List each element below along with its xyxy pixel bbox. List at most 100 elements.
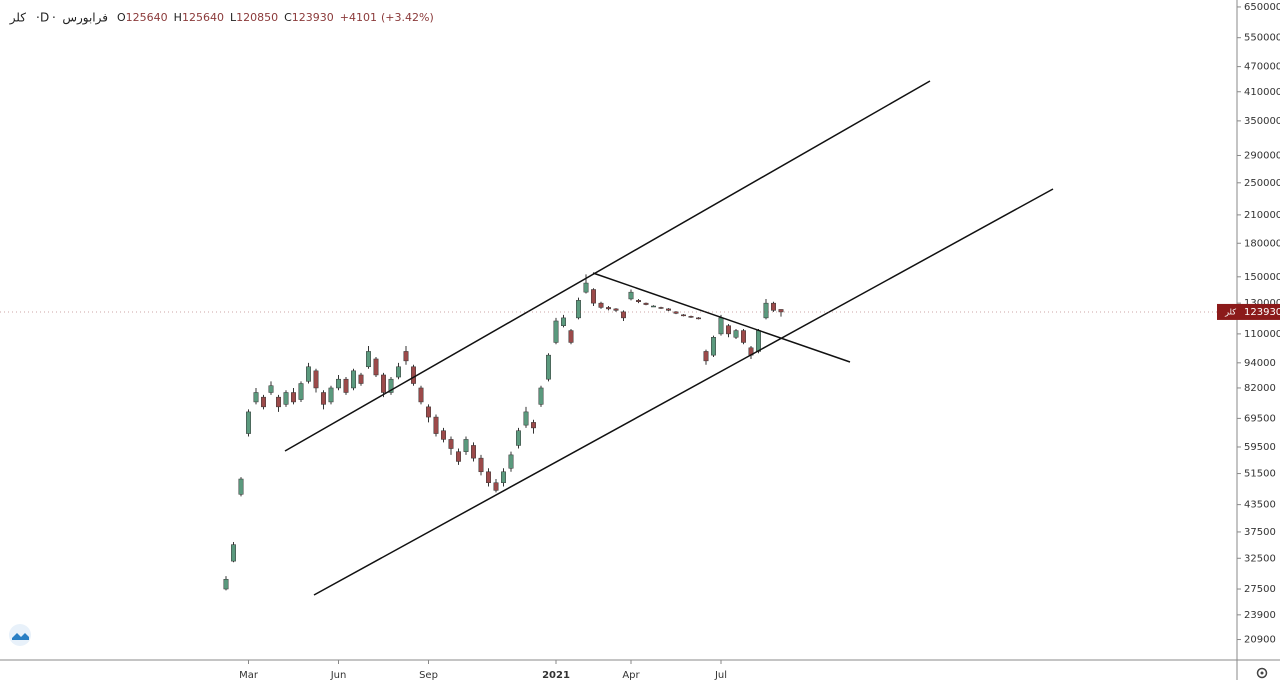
candle-body [388, 378, 394, 393]
candle-body [568, 330, 574, 343]
settings-button[interactable] [1256, 667, 1268, 679]
ohlc-value: 123930 [292, 11, 334, 24]
exchange: فرابورس [62, 11, 108, 26]
ohlc-value: 120850 [236, 11, 278, 24]
candle-body [478, 457, 484, 473]
x-tick-label: Sep [419, 670, 438, 680]
candle-body [561, 317, 566, 326]
ohlc-value: 125640 [126, 11, 168, 24]
y-tick-label: 290000 [1244, 150, 1280, 161]
candle-body [343, 378, 349, 393]
plot [223, 274, 784, 591]
change-value: +4101 [340, 11, 377, 24]
candle-body [681, 314, 686, 317]
change-value: (+3.42%) [381, 11, 434, 24]
interval: D [40, 11, 49, 25]
downtrend-line [592, 272, 851, 363]
candle-body [253, 392, 259, 403]
y-tick-label: 180000 [1244, 238, 1280, 249]
candle-body [456, 451, 461, 462]
candle-body [771, 302, 776, 311]
y-tick-label: 470000 [1244, 62, 1280, 73]
y-tick-label: 23900 [1244, 610, 1276, 621]
candle-body [763, 302, 769, 319]
candle-body [733, 330, 739, 338]
price-tag-box [1217, 303, 1280, 320]
candle-body [666, 308, 671, 311]
last-price-label: 123930 [1244, 307, 1280, 318]
ohlc-label: H [174, 11, 182, 24]
channel-lower [313, 188, 1054, 596]
candle-body [741, 330, 746, 343]
y-tick-label: 82000 [1244, 383, 1276, 394]
y-tick-label: 20900 [1244, 635, 1276, 646]
candle-body [441, 430, 446, 440]
candle-body [531, 422, 536, 429]
candle-body [621, 311, 626, 319]
candle-body [231, 544, 236, 562]
candle-body [366, 351, 371, 368]
y-tick-label: 27500 [1244, 584, 1276, 595]
candle-body [261, 396, 266, 408]
y-tick-label: 210000 [1244, 210, 1280, 221]
candle-body [628, 291, 634, 300]
candle-body [606, 307, 611, 310]
y-tick-label: 51500 [1244, 469, 1276, 480]
legend-header: کلر · D · فرابورس O 125640 H 125640 L 120850 C… [9, 11, 434, 26]
candle-body [321, 392, 326, 405]
y-tick-label: 250000 [1244, 178, 1280, 189]
candle-body [516, 430, 521, 446]
y-tick-label: 94000 [1244, 358, 1276, 369]
y-tick-label: 650000 [1244, 2, 1280, 13]
candle-body [553, 320, 559, 343]
candle-body [246, 411, 251, 434]
candle-body [448, 439, 454, 449]
candle-body [598, 302, 604, 308]
candle-body [463, 439, 469, 452]
symbol: کلر [9, 11, 27, 26]
dot: · [36, 11, 40, 25]
logo[interactable] [9, 624, 31, 646]
ohlc-label: L [230, 11, 237, 24]
candle-body [403, 351, 409, 362]
gear-center[interactable] [1260, 671, 1264, 675]
candle-body [223, 578, 229, 590]
x-tick-label: Apr [622, 670, 640, 680]
candle-body [651, 305, 656, 308]
candle-body [658, 307, 664, 309]
y-tick-label: 110000 [1244, 329, 1280, 340]
candle-body [268, 385, 274, 393]
y-tick-label: 130000 [1244, 298, 1280, 309]
candle-body [613, 308, 619, 311]
x-tick-label: Mar [239, 670, 259, 680]
candle-body [493, 482, 499, 491]
candle-body [636, 300, 641, 302]
candle-body [358, 374, 364, 384]
candle-body [591, 289, 596, 304]
candle-body [696, 317, 701, 320]
candle-body [501, 471, 506, 483]
candle-body [576, 300, 581, 319]
candle-body [381, 374, 386, 393]
y-tick-label: 69500 [1244, 413, 1276, 424]
gear[interactable] [1256, 667, 1268, 679]
candle-body [373, 358, 379, 376]
candle-body [433, 416, 439, 434]
y-tick-label: 550000 [1244, 33, 1280, 44]
y-tick-label: 37500 [1244, 527, 1276, 538]
candle-body [313, 370, 319, 389]
candle-body [523, 411, 529, 426]
candle-body [276, 396, 281, 408]
logo-icon[interactable] [12, 633, 29, 640]
trend-lines [284, 80, 1054, 596]
candle-body [351, 370, 356, 389]
y-tick-label: 150000 [1244, 272, 1280, 283]
logo-circle[interactable] [9, 624, 31, 646]
candle-body [718, 317, 724, 335]
candle-body [471, 445, 476, 459]
y-tick-label: 43500 [1244, 500, 1276, 511]
candle-body [643, 302, 649, 305]
candle-body [711, 337, 716, 356]
y-tick-label: 350000 [1244, 116, 1280, 127]
